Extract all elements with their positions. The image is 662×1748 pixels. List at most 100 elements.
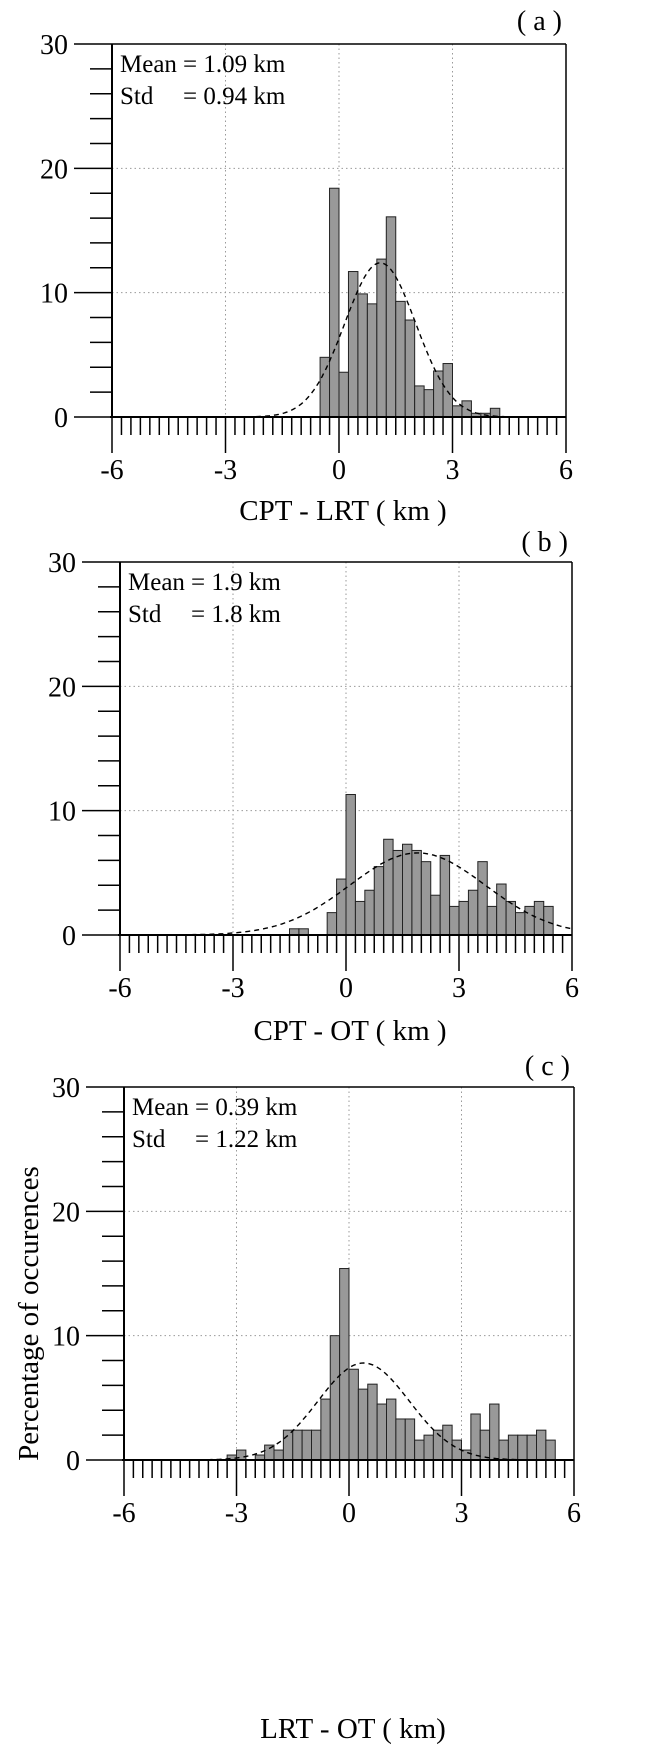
chart-panel-2: -6 -3 0 3 6 0 10 20 30 CPT - OT ( km ) ( b ) Mean = … [48,527,579,1047]
x-tick-label: 0 [332,455,346,486]
histogram-bar [339,1268,350,1461]
chart-panel-3: -6 -3 0 3 6 0 10 20 30 LRT - OT ( km) ( c ) Mean = 0… [13,1051,581,1745]
x-tick-label: -3 [214,455,237,486]
histogram-bar [402,843,413,936]
histogram-bar [536,1429,547,1461]
histogram-bar [392,849,404,936]
std-label: Std [132,1126,166,1153]
mean-label: Mean [128,569,185,596]
mean-value: = 1.9 km [191,569,281,596]
histogram-bar [467,889,479,936]
histogram-bar [461,400,472,418]
y-tick-label: 0 [66,1446,80,1477]
histogram-bar [507,1434,519,1461]
std-label: Std [128,601,162,628]
mean-label: Mean [120,51,177,78]
std-label: Std [120,83,154,110]
histogram-bar [470,1413,481,1461]
y-tick-label: 0 [62,921,76,952]
histogram-bar [336,878,347,936]
histogram-bar [526,1434,537,1461]
histogram-bar [386,1398,397,1461]
x-tick-label: -6 [100,455,123,486]
y-tick-label: 30 [52,1073,80,1104]
histogram-bar [292,1429,303,1461]
mean-value: = 0.39 km [195,1094,298,1121]
y-tick-label: 30 [40,30,68,61]
histogram-bar [326,912,338,936]
y-axis-title: Percentage of occurences [13,1166,45,1461]
histogram-bar [320,1398,331,1461]
histogram-bar [479,1429,491,1461]
gaussian-fit-curve [146,852,572,936]
histogram-bar [458,900,469,936]
histogram-bar [404,1418,416,1461]
x-tick-label: 3 [446,455,460,486]
histogram-bar [364,889,375,936]
x-tick-label: 0 [339,973,353,1004]
histogram-bar [348,1368,359,1461]
std-value: = 1.22 km [195,1126,298,1153]
histogram-bar [236,1449,247,1461]
histogram-bar [373,866,385,936]
histogram-bar [376,258,387,418]
histogram-bar [404,319,416,418]
histogram-bar [354,900,366,936]
histogram-bar [524,905,535,936]
std-value: = 0.94 km [183,83,286,110]
histogram-bar [376,1403,387,1461]
x-axis-title: LRT - OT ( km) [260,1713,446,1745]
histogram-bar [449,905,460,936]
histogram-bar [329,187,340,418]
histogram-bar [357,293,368,418]
histogram-bar [543,905,554,936]
panel-label: ( b ) [521,527,568,558]
histogram-bar [498,1439,509,1461]
histogram-bar [395,300,406,418]
x-axis-title: CPT - OT ( km ) [253,1015,446,1047]
x-tick-label: -3 [221,973,244,1004]
histogram-bar [452,405,463,418]
panel-label: ( c ) [525,1051,570,1082]
mean-value: = 1.09 km [183,51,286,78]
histogram-bar [273,1449,284,1461]
histogram-bar [496,883,507,936]
gaussian-fit-curve [238,262,523,418]
histogram-bar [319,356,331,418]
histogram-bar [442,363,453,418]
std-value: = 1.8 km [191,601,281,628]
histogram-bar [383,838,394,936]
histogram-bar [357,1388,369,1461]
panel-label: ( a ) [517,6,562,37]
y-tick-label: 20 [52,1197,80,1228]
histogram-bar [489,1403,500,1461]
histogram-bar [515,912,526,936]
histogram-bar [282,1429,294,1461]
x-tick-label: -3 [225,1498,248,1529]
histogram-bar [430,894,441,936]
histogram-bar [433,370,444,418]
histogram-bar [411,849,422,936]
gaussian-fit-curve [180,1362,547,1461]
histogram-bar [420,861,432,936]
histogram-bar [505,900,517,936]
histogram-bar [423,1434,434,1461]
x-axis-title: CPT - LRT ( km ) [239,495,446,527]
histogram-bar [533,900,545,936]
histogram-bar [366,303,378,418]
histogram-bar [414,385,425,418]
histogram-bar [423,389,435,418]
x-tick-label: 6 [567,1498,581,1529]
histogram-bar [545,1439,556,1461]
histogram-bar [439,854,451,936]
histogram-bar [517,1434,528,1461]
y-tick-label: 20 [48,672,76,703]
x-tick-label: 3 [452,973,466,1004]
histogram-bar [329,1335,341,1461]
histogram-bar [477,861,488,936]
histogram-bar [301,1429,312,1461]
chart-panel-1: -6 -3 0 3 6 0 10 20 30 CPT - LRT ( km ) ( a ) Mean =… [40,6,573,527]
x-tick-label: 3 [455,1498,469,1529]
histogram-bar [338,371,349,418]
